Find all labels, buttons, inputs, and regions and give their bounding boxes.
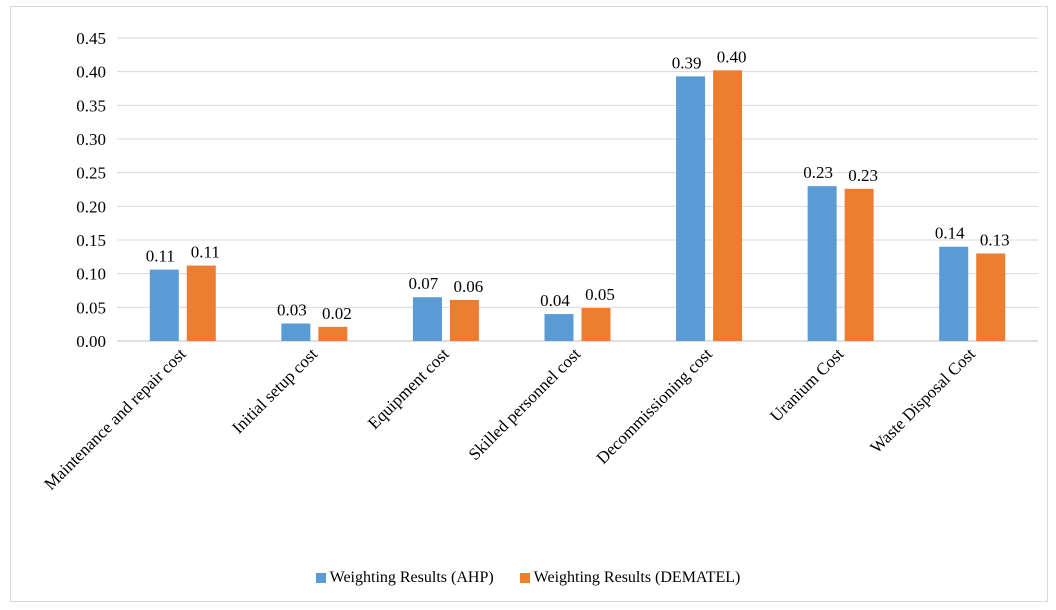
legend-label-dematel: Weighting Results (DEMATEL) [533,569,741,586]
x-category-label: Uranium Cost [766,344,847,425]
bar-dematel [186,265,216,341]
data-label-dematel: 0.23 [848,166,878,185]
data-label-dematel: 0.06 [454,277,484,296]
bar-dematel [581,308,611,341]
y-tick-label: 0.15 [76,231,106,250]
data-label-ahp: 0.23 [803,163,833,182]
bar-dematel [318,326,348,341]
bar-ahp [676,76,706,341]
bar-dematel [713,70,743,341]
legend-swatch-ahp [315,573,326,583]
x-category-label: Maintenance and repair cost [40,344,189,493]
data-label-ahp: 0.03 [277,300,307,319]
legend-item-ahp: Weighting Results (AHP) [315,569,494,587]
data-label-ahp: 0.04 [540,291,570,310]
bar-dematel [844,188,874,341]
data-label-dematel: 0.40 [717,47,747,66]
data-label-ahp: 0.14 [935,224,965,243]
legend-swatch-dematel [519,573,530,583]
x-category-label: Equipment cost [364,344,453,433]
data-label-dematel: 0.13 [980,230,1010,249]
data-label-dematel: 0.02 [322,304,352,323]
bar-ahp [281,323,311,341]
data-label-ahp: 0.11 [146,247,175,266]
y-tick-label: 0.00 [76,332,106,351]
data-label-ahp: 0.07 [409,274,439,293]
data-label-dematel: 0.05 [585,285,615,304]
bar-ahp [412,297,442,341]
bar-ahp [544,314,574,341]
y-tick-label: 0.35 [76,96,106,115]
bar-dematel [976,253,1006,341]
legend: Weighting Results (AHP) Weighting Result… [0,566,1056,590]
x-category-label: Skilled personnel cost [465,344,585,464]
legend-label-ahp: Weighting Results (AHP) [329,569,494,586]
y-tick-label: 0.30 [76,130,106,149]
bar-ahp [939,246,969,341]
y-tick-label: 0.40 [76,63,106,82]
y-tick-label: 0.10 [76,265,106,284]
y-tick-label: 0.20 [76,197,106,216]
bar-ahp [149,269,179,341]
y-tick-label: 0.25 [76,164,106,183]
bar-dematel [449,299,479,341]
y-tick-label: 0.45 [76,29,106,48]
x-category-label: Waste Disposal Cost [866,344,979,457]
data-label-dematel: 0.11 [191,243,220,262]
legend-item-dematel: Weighting Results (DEMATEL) [519,569,741,587]
x-category-label: Decommissioning cost [593,344,716,467]
data-label-ahp: 0.39 [672,53,702,72]
y-tick-label: 0.05 [76,298,106,317]
bar-ahp [807,186,837,341]
x-category-label: Initial setup cost [228,344,321,437]
